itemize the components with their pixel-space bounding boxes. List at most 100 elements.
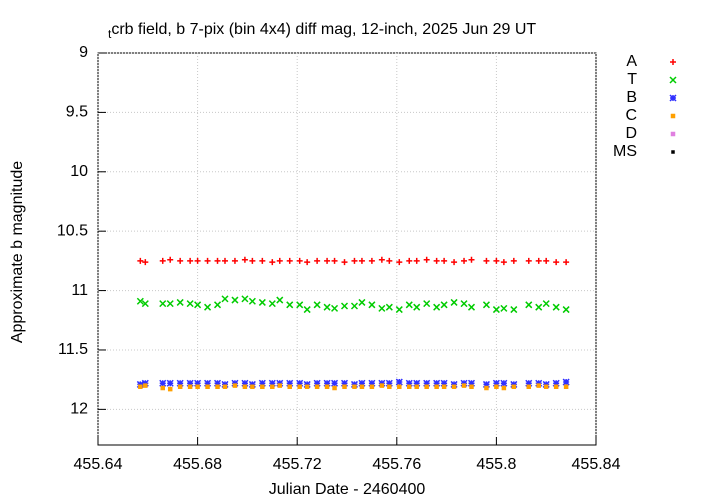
point [214, 257, 221, 264]
point [350, 380, 359, 388]
point [159, 257, 166, 264]
point [331, 379, 339, 387]
point [241, 379, 249, 387]
point [205, 384, 210, 390]
point [142, 259, 149, 266]
x-tick-label: 455.64 [74, 456, 123, 473]
point [259, 257, 266, 264]
point [231, 296, 239, 304]
legend-label: MS [613, 143, 637, 160]
point [286, 257, 293, 264]
point [277, 383, 283, 388]
y-axis-label: Approximate b magnitude [9, 161, 26, 343]
point [159, 379, 167, 387]
point [303, 380, 311, 388]
point [433, 303, 441, 311]
point [231, 257, 238, 264]
point [413, 303, 421, 311]
point [313, 379, 321, 387]
point [562, 306, 570, 314]
legend-marker [671, 150, 675, 154]
point [433, 257, 440, 264]
point [286, 301, 294, 309]
point [276, 257, 283, 264]
point [241, 256, 248, 263]
point [493, 257, 500, 264]
point [324, 257, 331, 264]
legend-marker [670, 131, 676, 137]
point [248, 297, 256, 305]
point [249, 257, 256, 264]
point [451, 384, 457, 390]
point [510, 306, 518, 314]
point [563, 384, 569, 390]
point [286, 379, 294, 387]
point [397, 384, 402, 390]
point [160, 385, 165, 391]
point [358, 379, 366, 387]
point [141, 379, 149, 387]
point [341, 259, 348, 266]
point [536, 383, 541, 388]
point [451, 259, 458, 266]
point [304, 384, 310, 390]
y-tick-label: 11 [71, 282, 88, 299]
x-axis-label: Julian Date - 2460400 [269, 481, 426, 498]
point [222, 384, 228, 390]
point [405, 379, 413, 387]
point [215, 384, 220, 390]
point [395, 306, 403, 314]
point [250, 384, 255, 390]
point [296, 379, 304, 387]
point [166, 379, 174, 387]
point [423, 379, 431, 387]
point [543, 257, 550, 264]
point [494, 384, 499, 390]
point [423, 256, 430, 263]
point [269, 259, 276, 266]
point [492, 379, 500, 387]
point [469, 384, 474, 390]
point [552, 303, 560, 311]
point [297, 384, 302, 390]
point [460, 300, 468, 308]
point [450, 380, 458, 388]
point [351, 257, 358, 264]
point [166, 300, 174, 308]
point [260, 384, 265, 390]
point [359, 384, 365, 390]
point [414, 384, 419, 390]
point [467, 303, 476, 311]
point [194, 301, 202, 309]
legend-marker [669, 94, 677, 102]
legend-label: A [626, 53, 637, 70]
y-tick-label: 10 [70, 163, 88, 180]
legend-marker [670, 59, 676, 65]
point [213, 379, 222, 387]
point [323, 379, 331, 387]
point [303, 306, 311, 314]
point [221, 295, 229, 303]
point [500, 379, 508, 387]
point [467, 379, 476, 387]
point [276, 379, 284, 387]
point [385, 379, 393, 387]
y-tick-label: 12 [70, 401, 88, 418]
point [563, 259, 570, 266]
point [176, 298, 184, 306]
point [468, 256, 475, 263]
point [167, 256, 174, 263]
point [369, 384, 375, 390]
point [177, 257, 184, 264]
point [450, 298, 458, 306]
point [177, 384, 183, 390]
point [542, 380, 550, 388]
point [379, 383, 385, 388]
point [500, 304, 508, 312]
point [159, 300, 167, 308]
point [526, 384, 532, 390]
point [136, 297, 144, 305]
point [434, 384, 439, 390]
point [204, 303, 212, 311]
